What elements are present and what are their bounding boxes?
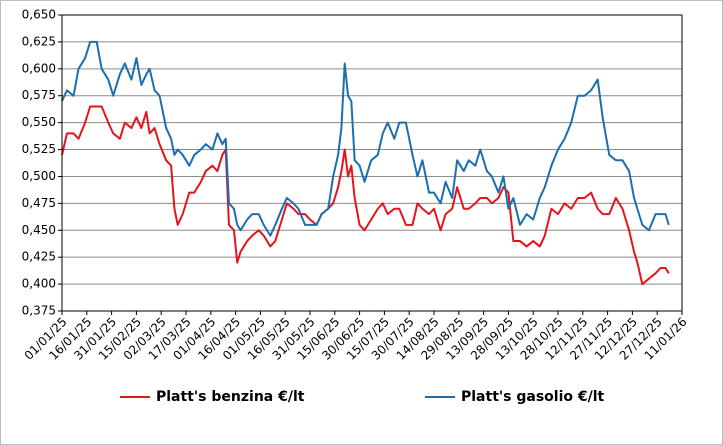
y-tick-label: 0,625: [22, 34, 56, 48]
series-line: [61, 105, 670, 286]
y-tick-label: 0,525: [22, 142, 56, 156]
y-tick-label: 0,425: [22, 250, 56, 264]
y-tick-label: 0,375: [22, 304, 56, 318]
legend-label: Platt's gasolio €/lt: [461, 389, 605, 405]
y-tick-label: 0,650: [22, 8, 56, 22]
plot-border: [61, 14, 683, 312]
lines: [61, 40, 670, 286]
y-tick-label: 0,500: [22, 169, 56, 183]
y-tick-label: 0,450: [22, 223, 56, 237]
series-line: [61, 40, 670, 237]
y-tick-label: 0,575: [22, 88, 56, 102]
y-tick-label: 0,600: [22, 61, 56, 75]
legend-label: Platt's benzina €/lt: [156, 389, 305, 405]
y-tick-label: 0,400: [22, 277, 56, 291]
y-tick-label: 0,475: [22, 196, 56, 210]
y-tick-label: 0,550: [22, 115, 56, 129]
